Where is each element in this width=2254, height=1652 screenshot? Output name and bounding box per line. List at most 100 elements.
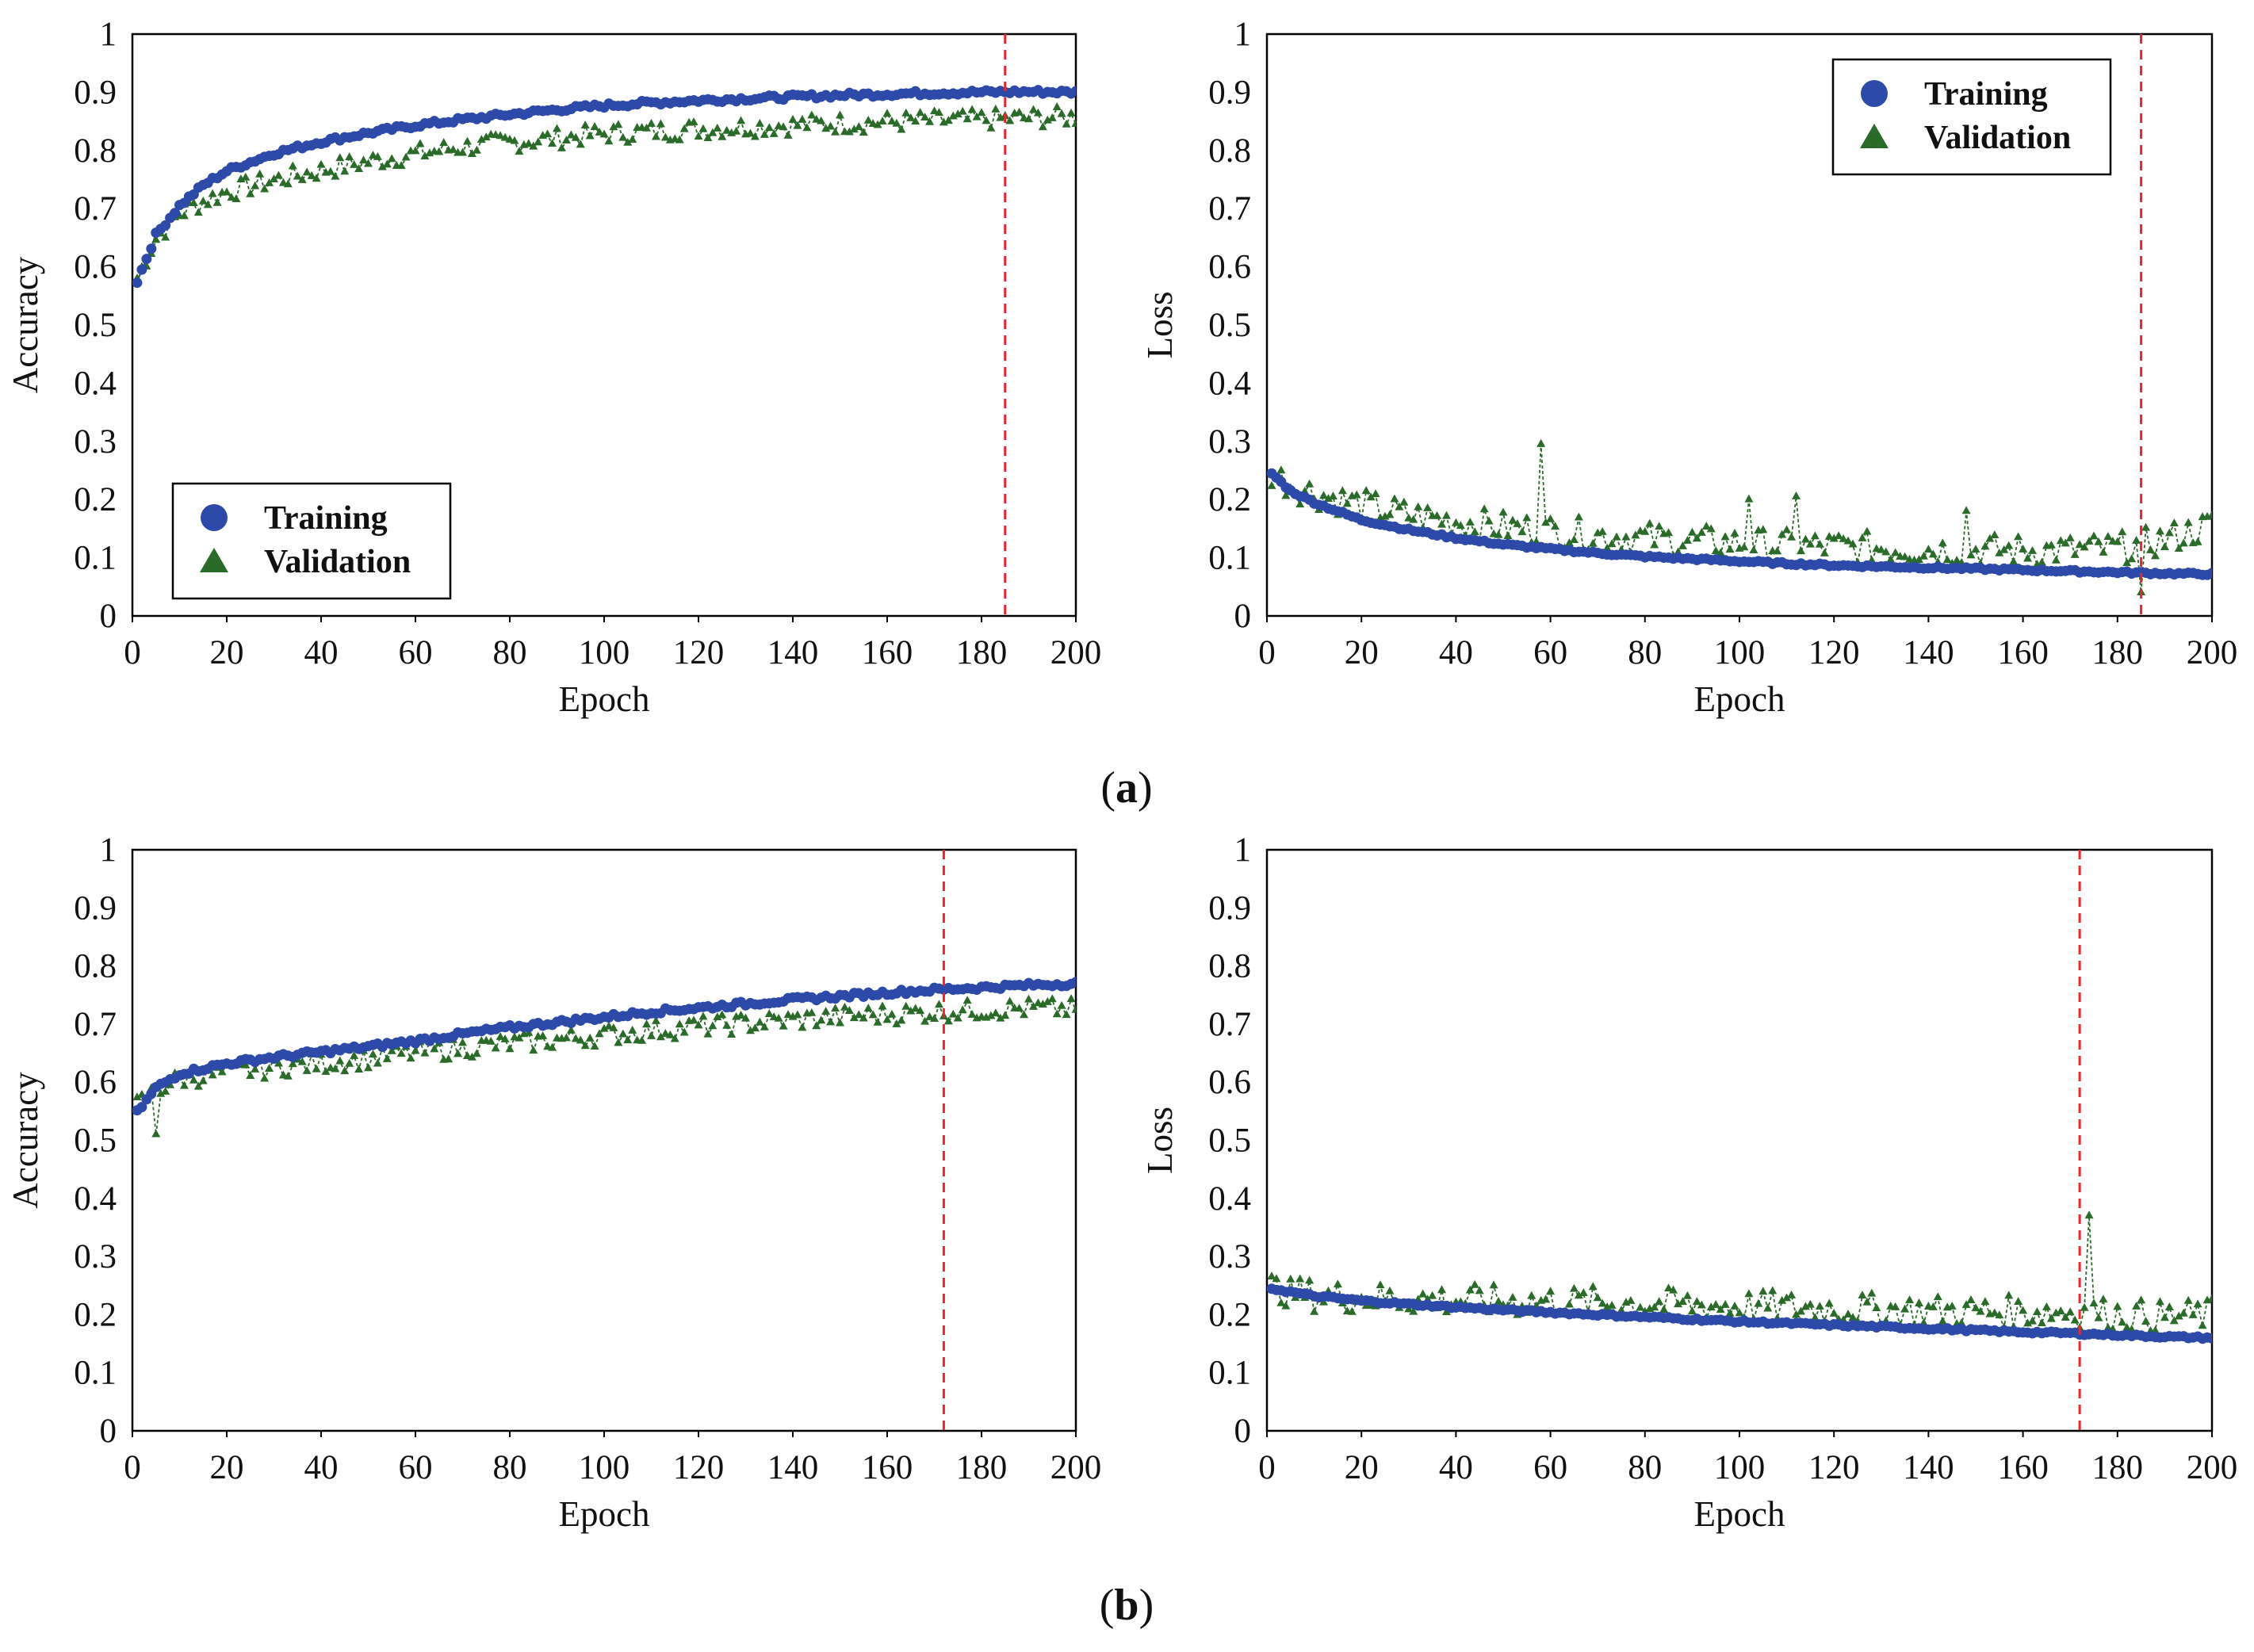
validation-point: [1985, 533, 1995, 542]
validation-point: [750, 1023, 760, 1032]
y-tick-label: 0: [100, 598, 117, 635]
validation-point: [972, 112, 982, 120]
y-tick-label: 0.8: [74, 132, 117, 170]
validation-point: [1057, 1000, 1066, 1009]
validation-point: [1621, 532, 1631, 541]
y-tick-label: 0.6: [1208, 1064, 1251, 1101]
validation-point: [189, 1075, 198, 1084]
validation-point: [943, 1016, 953, 1025]
validation-point: [1574, 512, 1583, 521]
validation-point: [897, 1015, 906, 1024]
training-point: [1070, 86, 1076, 97]
validation-point: [1792, 491, 1801, 499]
validation-point: [863, 1004, 873, 1011]
validation-point: [1659, 1305, 1669, 1314]
x-tick-label: 140: [767, 634, 819, 671]
validation-point: [1569, 1283, 1579, 1292]
validation-point: [1066, 108, 1076, 117]
validation-point: [2046, 1314, 2056, 1322]
validation-point: [1541, 1294, 1551, 1303]
validation-point: [892, 1019, 901, 1027]
validation-line: [136, 105, 1076, 279]
validation-point: [793, 120, 802, 129]
validation-point: [679, 1027, 689, 1036]
validation-point: [2183, 1295, 2193, 1304]
validation-point: [278, 178, 288, 186]
validation-point: [713, 1012, 722, 1021]
data-layer: [132, 85, 1076, 289]
validation-point: [1990, 1308, 2000, 1317]
validation-point: [2094, 537, 2103, 545]
validation-point: [675, 1019, 684, 1028]
validation-point: [382, 159, 392, 168]
validation-point: [2160, 1313, 2169, 1321]
validation-point: [496, 131, 505, 140]
validation-point: [2000, 545, 2009, 553]
validation-point: [293, 171, 302, 180]
validation-point: [1961, 1300, 1971, 1309]
validation-point: [1071, 119, 1076, 128]
validation-point: [718, 132, 727, 140]
validation-point: [656, 119, 665, 128]
legend-training-label: Training: [264, 500, 388, 537]
validation-point: [948, 1009, 958, 1018]
validation-point: [1877, 545, 1886, 553]
validation-point: [288, 161, 297, 170]
training-point: [136, 264, 147, 275]
validation-point: [1891, 1302, 1900, 1310]
validation-point: [868, 1010, 878, 1019]
x-tick-label: 40: [304, 634, 339, 671]
validation-point: [1276, 465, 1286, 474]
x-axis-title: Epoch: [1694, 679, 1785, 719]
y-tick-label: 0.8: [74, 948, 117, 985]
validation-point: [1508, 515, 1517, 524]
validation-point: [727, 1030, 737, 1038]
validation-point: [1286, 1274, 1295, 1283]
validation-point: [1966, 1295, 1976, 1304]
validation-point: [1437, 519, 1447, 528]
validation-point: [2042, 1302, 2051, 1310]
validation-point: [1843, 536, 1853, 545]
validation-point: [368, 1050, 377, 1058]
validation-point: [1971, 545, 1980, 553]
validation-point: [345, 1058, 354, 1067]
validation-point: [179, 211, 189, 220]
x-tick-label: 20: [1345, 634, 1379, 671]
validation-point: [1475, 1286, 1484, 1294]
validation-point: [561, 1033, 571, 1042]
validation-point: [967, 105, 977, 113]
y-tick-label: 0: [1234, 598, 1252, 635]
validation-point: [2193, 1299, 2202, 1308]
validation-point: [1551, 522, 1560, 530]
validation-point: [411, 146, 420, 155]
validation-point: [364, 1063, 373, 1072]
y-tick-label: 0.7: [1208, 1006, 1251, 1043]
validation-point: [1744, 494, 1754, 503]
validation-point: [1607, 539, 1617, 548]
validation-point: [1347, 1306, 1357, 1315]
validation-point: [2207, 1294, 2212, 1302]
validation-point: [208, 1070, 217, 1079]
y-tick-label: 0.8: [1208, 132, 1251, 170]
validation-point: [472, 1049, 481, 1057]
validation-point: [1805, 539, 1815, 548]
legend-validation-label: Validation: [264, 544, 411, 580]
validation-point: [732, 126, 741, 135]
validation-point: [543, 129, 553, 138]
validation-point: [737, 1010, 746, 1019]
validation-point: [198, 1076, 208, 1084]
validation-point: [2150, 551, 2160, 560]
validation-point: [1928, 549, 1938, 558]
validation-point: [1536, 438, 1546, 447]
validation-point: [2084, 537, 2094, 545]
validation-point: [783, 130, 793, 139]
validation-point: [826, 121, 836, 130]
validation-point: [873, 120, 882, 128]
validation-point: [1995, 1310, 2004, 1319]
validation-point: [1305, 479, 1315, 488]
validation-point: [2061, 1313, 2070, 1321]
validation-point: [453, 1049, 463, 1057]
validation-point: [2065, 533, 2075, 541]
validation-point: [585, 131, 595, 140]
validation-point: [481, 132, 491, 141]
